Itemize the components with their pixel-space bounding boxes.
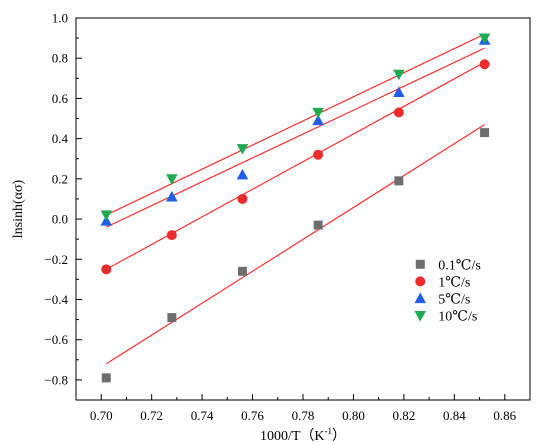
data-point-series-2 <box>393 107 404 118</box>
y-tick-label: 0.6 <box>52 91 69 106</box>
legend: 0.1℃/s 1℃/s 5℃/s 10℃/s <box>414 258 481 325</box>
data-point-series-2 <box>313 149 324 160</box>
legend-label: 5℃/s <box>438 292 470 307</box>
legend-label: 0.1℃/s <box>438 258 481 273</box>
x-axis-unit-exponent: -1 <box>325 426 333 436</box>
legend-marker-1 <box>415 259 425 269</box>
data-point-series-1 <box>167 313 177 323</box>
data-point-series-4 <box>393 69 405 81</box>
y-tick-label: 0.8 <box>52 51 68 66</box>
y-tick-label: −0.2 <box>44 252 68 267</box>
legend-marker-3 <box>414 292 427 304</box>
x-tick-label: 0.78 <box>292 408 315 423</box>
legend-marker-2 <box>415 276 426 287</box>
data-point-series-4 <box>236 144 249 155</box>
x-axis-unit-close: ） <box>332 428 346 444</box>
data-point-series-2 <box>166 230 177 241</box>
legend-label: 10℃/s <box>438 310 477 325</box>
legend-marker-4 <box>414 310 427 322</box>
data-point-series-1 <box>394 176 404 186</box>
x-tick-label: 0.76 <box>241 408 264 423</box>
y-tick-label: 0.2 <box>52 171 68 186</box>
data-point-series-4 <box>166 174 178 185</box>
data-point-series-1 <box>313 220 323 230</box>
y-tick-label: −0.4 <box>44 292 68 307</box>
data-point-series-3 <box>166 190 178 202</box>
x-tick-label: 0.82 <box>393 408 416 423</box>
x-axis-unit: （K <box>300 428 324 444</box>
data-point-series-4 <box>312 107 324 119</box>
data-point-series-2 <box>237 193 248 204</box>
y-tick-label: −0.8 <box>44 372 68 387</box>
fit-line-series-4 <box>106 33 485 216</box>
data-point-series-3 <box>393 86 405 97</box>
data-point-series-3 <box>236 168 249 180</box>
fit-line-series-3 <box>106 47 485 228</box>
y-tick-label: 1.0 <box>52 11 68 26</box>
fit-line-series-2 <box>106 61 485 270</box>
x-tick-label: 0.70 <box>90 408 113 423</box>
fit-line-series-1 <box>105 124 485 365</box>
y-axis-title: lnsinh(ασ) <box>11 179 26 238</box>
data-point-series-2 <box>479 59 490 70</box>
y-tick-label: 0.0 <box>52 212 68 227</box>
data-point-series-1 <box>480 128 490 138</box>
x-axis-title: 1000/T（K-1） <box>260 426 346 444</box>
y-tick-label: 0.4 <box>52 131 69 146</box>
data-point-series-1 <box>237 266 247 276</box>
x-tick-label: 0.72 <box>140 408 163 423</box>
data-points <box>100 33 491 383</box>
legend-label: 1℃/s <box>438 275 470 290</box>
x-tick-label: 0.84 <box>443 408 466 423</box>
data-point-series-3 <box>312 114 324 126</box>
x-tick-label: 0.74 <box>191 408 214 423</box>
fit-lines <box>105 33 485 365</box>
x-axis-label: 1000/T <box>260 429 301 444</box>
x-tick-label: 0.86 <box>493 408 516 423</box>
axis-ticks: 0.70 0.72 0.74 0.76 0.78 0.80 0.82 0.84 0.86 −0.8… <box>44 11 516 424</box>
data-point-series-4 <box>478 33 491 45</box>
data-point-series-4 <box>100 210 113 222</box>
x-tick-label: 0.80 <box>342 408 365 423</box>
y-tick-label: −0.6 <box>44 332 68 347</box>
data-point-series-1 <box>101 373 111 383</box>
data-point-series-2 <box>101 264 112 275</box>
